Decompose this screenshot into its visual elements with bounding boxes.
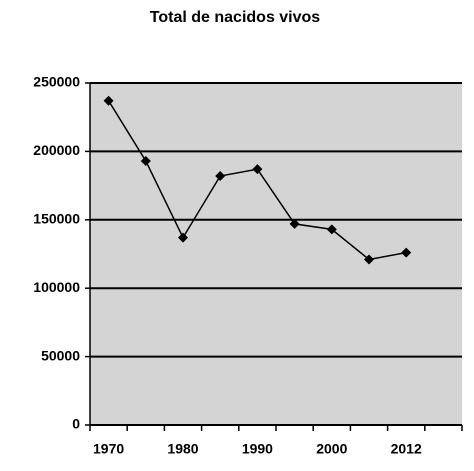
- data-point: [215, 171, 226, 182]
- y-tick-label: 200000: [33, 142, 80, 158]
- y-tick-label: 250000: [33, 74, 80, 90]
- y-tick-label: 150000: [33, 211, 80, 227]
- data-point: [103, 95, 114, 106]
- data-point: [140, 155, 151, 166]
- x-tick-label: 1990: [242, 441, 273, 457]
- x-tick-label: 1970: [93, 441, 124, 457]
- data-point: [178, 232, 188, 243]
- y-tick-label: 100000: [33, 279, 80, 295]
- x-tick-label: 2000: [316, 441, 347, 457]
- data-point: [401, 247, 412, 258]
- y-tick-label: 50000: [41, 347, 80, 363]
- x-tick-label: 2012: [391, 441, 422, 457]
- data-point: [252, 164, 263, 175]
- data-point: [364, 254, 374, 265]
- data-point: [326, 224, 337, 235]
- x-tick-label: 1980: [167, 441, 198, 457]
- chart-title: Total de nacidos vivos: [150, 9, 321, 26]
- data-point: [289, 218, 300, 229]
- y-tick-label: 0: [72, 416, 80, 432]
